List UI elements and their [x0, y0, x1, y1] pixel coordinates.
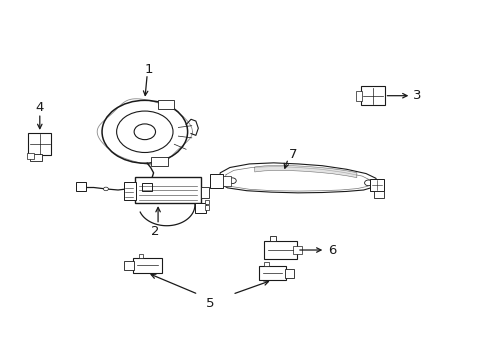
Text: 4: 4: [36, 102, 44, 114]
Circle shape: [364, 180, 372, 186]
Circle shape: [134, 124, 155, 140]
Bar: [361, 86, 384, 105]
Bar: [27, 153, 34, 158]
Circle shape: [116, 111, 173, 153]
Text: 1: 1: [144, 63, 153, 76]
Bar: [132, 258, 162, 273]
Bar: [264, 242, 296, 258]
Bar: [269, 236, 275, 242]
Bar: [259, 266, 285, 280]
Bar: [204, 200, 209, 204]
FancyBboxPatch shape: [158, 100, 174, 109]
Bar: [204, 205, 209, 210]
Bar: [124, 182, 136, 200]
Bar: [356, 91, 362, 101]
Bar: [373, 191, 383, 198]
Bar: [135, 177, 201, 203]
Text: 3: 3: [412, 89, 421, 102]
Text: 2: 2: [151, 225, 160, 238]
Circle shape: [228, 178, 236, 184]
Bar: [195, 203, 205, 213]
Bar: [28, 133, 51, 155]
Text: 5: 5: [206, 297, 214, 310]
Bar: [138, 253, 143, 258]
Bar: [142, 183, 152, 191]
Bar: [210, 174, 222, 188]
Bar: [201, 187, 208, 198]
Circle shape: [103, 187, 108, 191]
FancyBboxPatch shape: [151, 157, 167, 166]
Text: 7: 7: [288, 148, 297, 162]
Bar: [264, 262, 268, 266]
Bar: [369, 179, 383, 192]
Text: 6: 6: [327, 243, 336, 257]
Bar: [292, 247, 301, 253]
Bar: [76, 182, 85, 191]
Circle shape: [130, 186, 135, 190]
Circle shape: [102, 100, 187, 163]
Bar: [222, 176, 231, 186]
Polygon shape: [219, 163, 377, 193]
Bar: [123, 261, 133, 270]
Bar: [285, 269, 293, 278]
Bar: [30, 154, 42, 161]
